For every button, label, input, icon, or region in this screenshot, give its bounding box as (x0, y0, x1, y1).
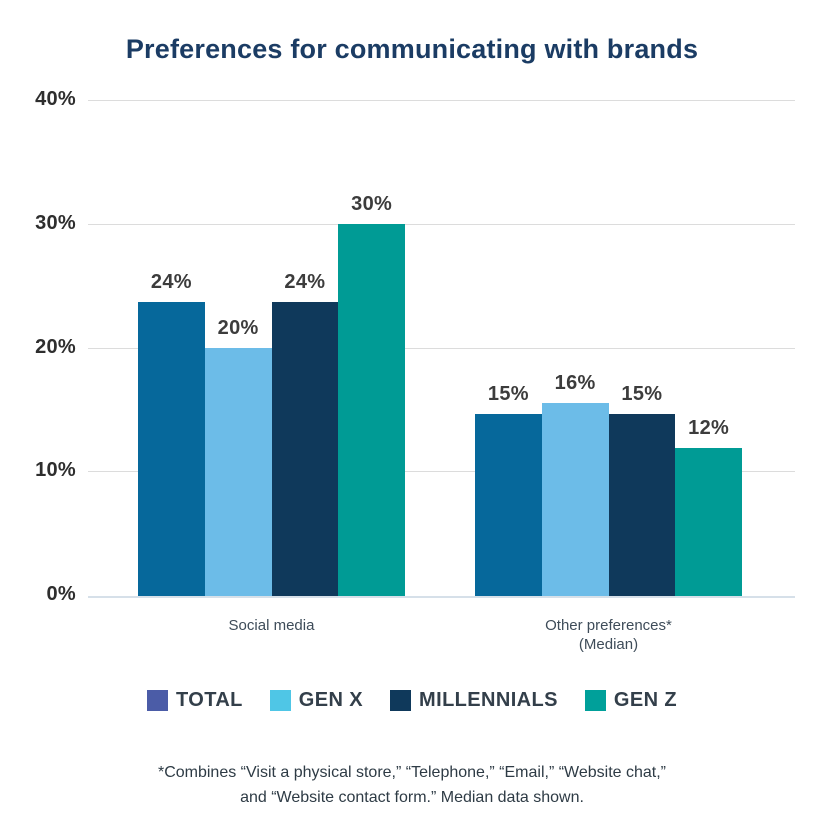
bar-millennials (271, 301, 339, 596)
gridline (88, 100, 795, 101)
bar-value-label: 16% (554, 372, 596, 395)
legend-swatch (146, 690, 168, 711)
x-axis-category-label: Other preferences* (Median) (545, 617, 672, 653)
bar-value-label: 20% (217, 316, 259, 339)
gridline (88, 223, 795, 225)
legend-label: TOTAL (175, 689, 243, 711)
bar-value-label: 30% (351, 192, 393, 215)
legend-label: GEN X (298, 689, 364, 711)
legend-label: GEN Z (613, 689, 678, 711)
chart-legend: TOTAL GEN X MILLENNIALS GEN Z (0, 689, 824, 712)
y-axis-tick-label: 0% (46, 583, 76, 605)
legend-label: MILLENNIALS (419, 689, 558, 711)
bar-gen-x (204, 347, 272, 596)
bar-total (138, 301, 205, 596)
x-axis-baseline (88, 596, 795, 598)
legend-item-gen-x: GEN X (269, 689, 364, 712)
legend-item-gen-z: GEN Z (584, 689, 678, 712)
bar-value-label: 12% (688, 416, 730, 439)
bar-millennials (608, 414, 676, 596)
legend-swatch (390, 690, 412, 711)
y-axis-tick-label: 20% (35, 335, 76, 358)
bar-gen-z (675, 447, 742, 596)
bar-value-label: 24% (150, 270, 192, 293)
bar-value-label: 15% (487, 383, 529, 406)
bar-gen-z (338, 223, 405, 596)
footnote-line-2: and “Website contact form.” Median data … (240, 789, 584, 806)
bar-value-label: 15% (621, 383, 663, 406)
footnote-line-1: *Combines “Visit a physical store,” “Tel… (157, 764, 667, 781)
legend-swatch (269, 690, 291, 711)
legend-item-total: TOTAL (146, 689, 243, 712)
legend-item-millennials: MILLENNIALS (390, 689, 558, 712)
y-axis-tick-label: 30% (35, 211, 76, 234)
chart-title: Preferences for communicating with brand… (125, 34, 699, 65)
gridline (88, 471, 795, 473)
y-axis-tick-label: 10% (35, 459, 76, 482)
bar-total (475, 414, 542, 596)
y-axis-tick-label: 40% (35, 88, 76, 110)
legend-swatch (584, 690, 606, 711)
bar-gen-x (541, 403, 609, 596)
x-axis-category-label: Social media (228, 617, 315, 634)
bar-value-label: 24% (284, 270, 326, 293)
gridline (88, 347, 795, 349)
